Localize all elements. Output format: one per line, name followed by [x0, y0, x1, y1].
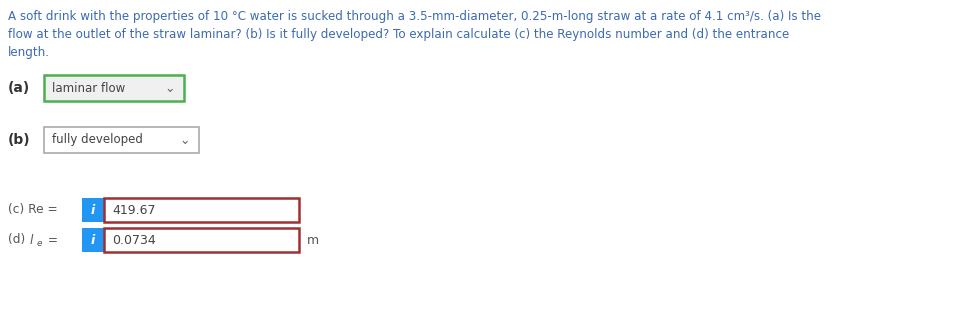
Text: 0.0734: 0.0734 [112, 234, 155, 247]
Text: i: i [91, 234, 95, 247]
Text: (c) Re =: (c) Re = [8, 204, 61, 217]
FancyBboxPatch shape [44, 127, 199, 153]
Text: (a): (a) [8, 81, 31, 95]
Text: length.: length. [8, 46, 50, 59]
Text: e: e [37, 240, 42, 249]
FancyBboxPatch shape [82, 228, 104, 252]
Text: flow at the outlet of the straw laminar? (b) Is it fully developed? To explain c: flow at the outlet of the straw laminar?… [8, 28, 789, 41]
Text: fully developed: fully developed [52, 133, 143, 146]
Text: (d): (d) [8, 234, 29, 247]
FancyBboxPatch shape [104, 198, 299, 222]
Text: 419.67: 419.67 [112, 204, 155, 217]
Text: laminar flow: laminar flow [52, 81, 126, 94]
Text: l: l [30, 234, 34, 247]
Text: i: i [91, 204, 95, 217]
Text: ⌄: ⌄ [179, 133, 190, 146]
FancyBboxPatch shape [82, 198, 104, 222]
Text: ⌄: ⌄ [165, 81, 175, 94]
Text: (b): (b) [8, 133, 31, 147]
FancyBboxPatch shape [104, 228, 299, 252]
Text: A soft drink with the properties of 10 °C water is sucked through a 3.5-mm-diame: A soft drink with the properties of 10 °… [8, 10, 821, 23]
FancyBboxPatch shape [44, 75, 184, 101]
Text: =: = [44, 234, 58, 247]
Text: m: m [307, 234, 319, 247]
